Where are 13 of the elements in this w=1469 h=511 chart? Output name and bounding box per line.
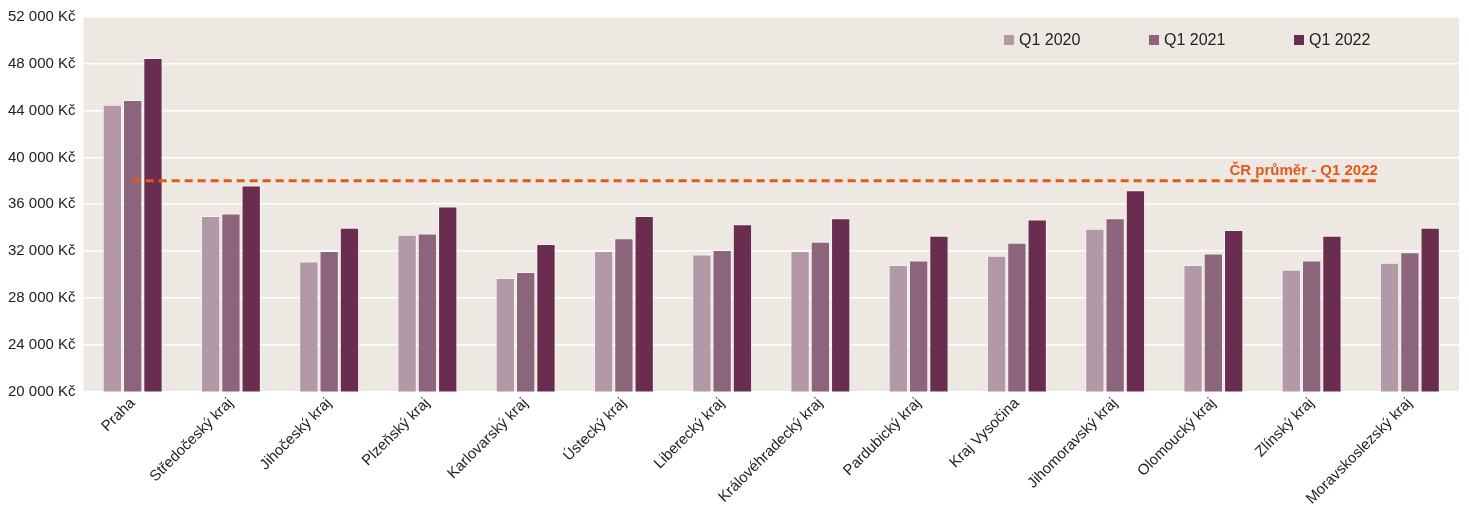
y-tick-label: 52 000 Kč — [7, 7, 77, 25]
y-tick-label: 24 000 Kč — [7, 334, 77, 352]
ref-line-label: ČR průměr - Q1 2022 — [1229, 161, 1378, 179]
legend-label: Q1 2021 — [1164, 31, 1226, 49]
y-tick-label: 36 000 Kč — [7, 194, 77, 212]
y-tick-label: 44 000 Kč — [7, 100, 77, 118]
y-tick-label: 48 000 Kč — [7, 53, 77, 71]
y-tick-label: 20 000 Kč — [7, 381, 77, 399]
legend-label: Q1 2020 — [1019, 31, 1081, 49]
y-tick-label: 40 000 Kč — [7, 147, 77, 165]
y-tick-label: 28 000 Kč — [7, 288, 77, 306]
legend-label: Q1 2022 — [1309, 31, 1371, 49]
y-tick-label: 32 000 Kč — [7, 241, 77, 259]
